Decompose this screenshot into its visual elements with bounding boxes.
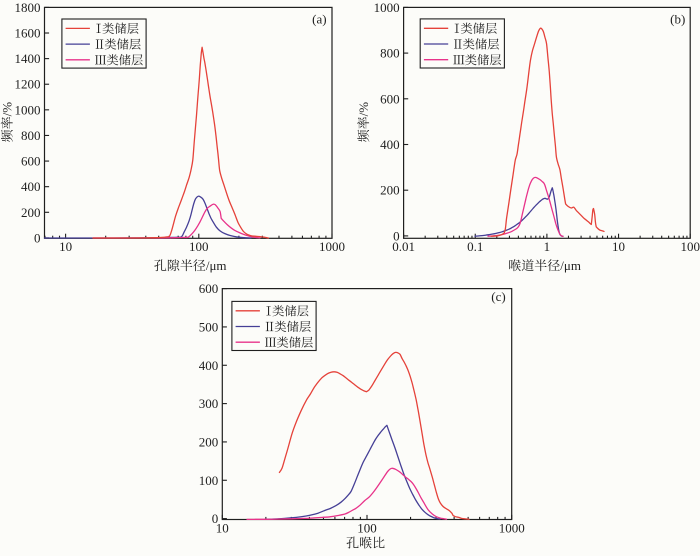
svg-text:100: 100: [680, 239, 700, 254]
svg-text:200: 200: [199, 434, 219, 449]
svg-text:(b): (b): [670, 12, 685, 27]
svg-text:600: 600: [21, 154, 41, 169]
svg-text:600: 600: [380, 91, 400, 106]
svg-text:400: 400: [380, 137, 400, 152]
svg-text:/μm: /μm: [560, 258, 581, 273]
svg-text:1000: 1000: [319, 239, 345, 254]
svg-text:100: 100: [199, 473, 219, 488]
svg-text:10: 10: [612, 239, 625, 254]
svg-text:200: 200: [380, 183, 400, 198]
svg-text:1: 1: [544, 239, 551, 254]
svg-text:0: 0: [34, 230, 41, 245]
svg-text:800: 800: [380, 46, 400, 61]
svg-text:10: 10: [59, 239, 72, 254]
svg-text:1200: 1200: [15, 77, 41, 92]
svg-text:300: 300: [199, 396, 219, 411]
svg-text:1600: 1600: [15, 26, 41, 41]
svg-text:1800: 1800: [15, 0, 41, 15]
svg-text:100: 100: [357, 520, 377, 535]
svg-text:(a): (a): [312, 12, 326, 27]
svg-text:0: 0: [212, 511, 219, 526]
svg-text:1000: 1000: [15, 102, 41, 117]
svg-text:200: 200: [21, 205, 41, 220]
svg-text:400: 400: [21, 179, 41, 194]
svg-text:1000: 1000: [499, 520, 525, 535]
svg-text:600: 600: [199, 281, 219, 296]
svg-text:(c): (c): [491, 289, 505, 304]
svg-text:0.1: 0.1: [467, 239, 483, 254]
svg-text:1000: 1000: [374, 0, 400, 15]
svg-text:0: 0: [393, 228, 400, 243]
svg-text:800: 800: [21, 128, 41, 143]
svg-text:0.01: 0.01: [392, 239, 415, 254]
svg-text:/μm: /μm: [206, 258, 227, 273]
svg-text:/%: /%: [0, 102, 15, 117]
svg-text:400: 400: [199, 358, 219, 373]
svg-text:100: 100: [189, 239, 209, 254]
svg-text:1400: 1400: [15, 51, 41, 66]
svg-text:500: 500: [199, 319, 219, 334]
svg-text:/%: /%: [356, 102, 371, 117]
svg-text:10: 10: [216, 520, 229, 535]
